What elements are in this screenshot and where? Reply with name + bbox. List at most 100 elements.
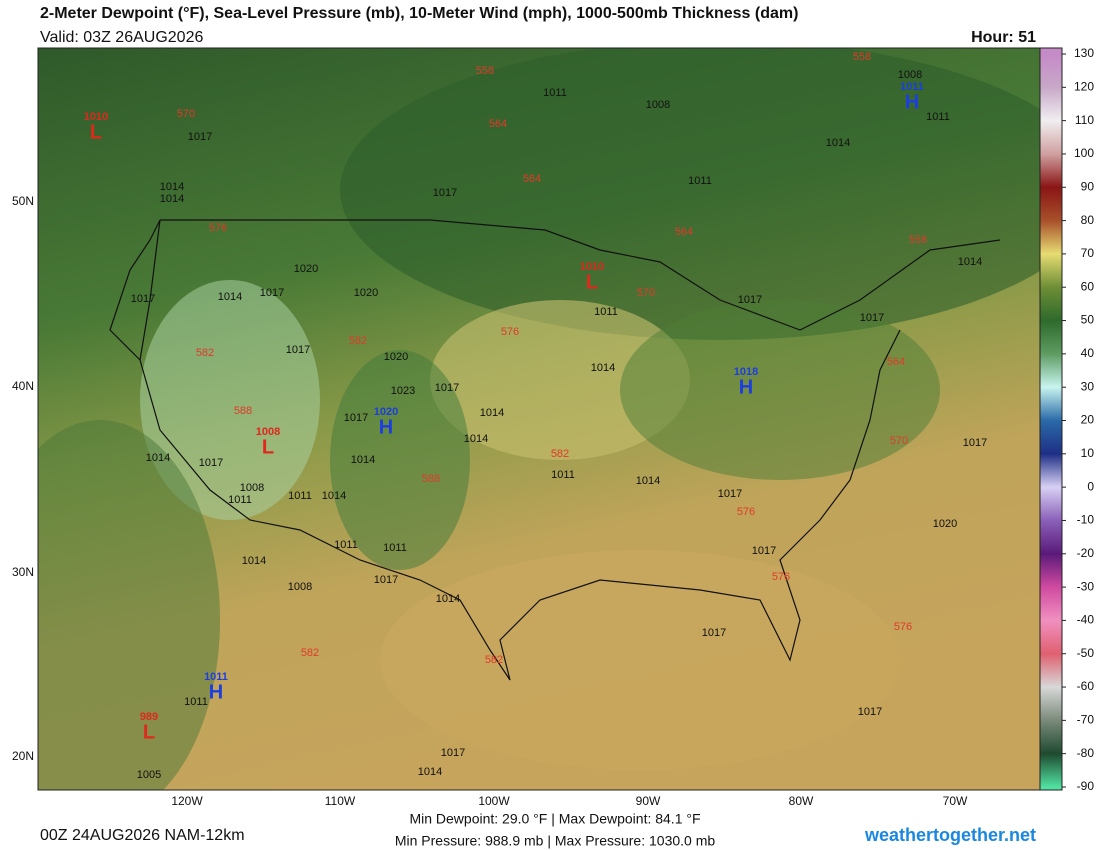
isobar-label: 1014: [242, 555, 266, 567]
isobar-label: 1011: [228, 494, 252, 506]
isobar-label: 1017: [702, 627, 726, 639]
pressure-center-value: 1010: [84, 111, 108, 123]
isobar-label: 1014: [218, 291, 242, 303]
isobar-label: 1008: [240, 482, 264, 494]
pressure-center: H: [379, 416, 393, 438]
isobar-label: 1020: [933, 518, 957, 530]
colorbar-label: -80: [1077, 746, 1095, 760]
isobar-label: 1014: [351, 454, 375, 466]
colorbar-label: 60: [1081, 279, 1095, 293]
lon-label: 110W: [325, 794, 356, 808]
border: [160, 219, 1001, 331]
isobar-label: 1014: [160, 181, 184, 193]
lon-label: 90W: [636, 794, 661, 808]
thickness-label: 558: [476, 65, 494, 77]
thickness-label: 576: [209, 222, 227, 234]
pressure-center-value: 1018: [734, 366, 758, 378]
colorbar-label: 90: [1081, 179, 1095, 193]
isobar-label: 1017: [344, 412, 368, 424]
thickness-label: 576: [772, 571, 790, 583]
lon-label: 120W: [171, 794, 203, 808]
isobar-label: 1017: [963, 437, 987, 449]
thickness-label: 564: [523, 173, 541, 185]
map: 1011100810081011101410111017101710141014…: [38, 48, 1040, 790]
thickness-label: 570: [637, 287, 655, 299]
pressure-center: H: [209, 681, 223, 703]
isobar-label: 1017: [718, 488, 742, 500]
lon-label: 100W: [478, 794, 510, 808]
isobar-label: 1011: [184, 696, 208, 708]
isobar-label: 1017: [738, 294, 762, 306]
thickness-label: 582: [196, 347, 214, 359]
isobar-label: 1005: [137, 769, 161, 781]
lon-label: 70W: [943, 794, 968, 808]
isobar-label: 1014: [480, 407, 504, 419]
pressure-center-value: 1011: [900, 81, 924, 93]
coastline: [139, 219, 901, 681]
isobar-label: 1014: [436, 593, 460, 605]
west-coast: [109, 219, 161, 361]
colorbar-label: -60: [1077, 679, 1095, 693]
site: weathertogether.net: [864, 825, 1036, 845]
thickness-label: 588: [422, 473, 440, 485]
isobar-label: 1017: [188, 131, 212, 143]
thickness-label: 582: [301, 647, 319, 659]
isobar-label: 1008: [288, 581, 312, 593]
thickness-label: 588: [234, 405, 252, 417]
colorbar-label: 120: [1074, 79, 1094, 93]
isobar-label: 1017: [441, 747, 465, 759]
pressure-center-value: 1020: [374, 406, 398, 418]
pressure-center: H: [739, 376, 753, 398]
isobar-label: 1008: [646, 99, 670, 111]
pacific: [38, 420, 220, 790]
isobar-label: 1017: [752, 545, 776, 557]
pressure-center-value: 1008: [256, 426, 280, 438]
isobar-label: 1011: [551, 469, 575, 481]
isobar-label: 1011: [288, 490, 312, 502]
pressure-center: H: [905, 91, 919, 113]
plains-dry: [430, 300, 690, 460]
lat-label: 30N: [12, 565, 34, 579]
pressure-center: L: [143, 721, 155, 743]
isobar-label: 1017: [435, 382, 459, 394]
rockies: [330, 350, 470, 570]
canada-moisture: [340, 48, 1040, 340]
gulf: [380, 550, 900, 770]
isobar-label: 1017: [860, 312, 884, 324]
isobar-label: 1023: [391, 385, 415, 397]
pressure-center-value: 1011: [204, 671, 228, 683]
thickness-label: 570: [890, 435, 908, 447]
pressure-center: L: [262, 436, 274, 458]
dewpoint-stats: Min Dewpoint: 29.0 °F | Max Dewpoint: 84…: [409, 811, 700, 827]
thickness-label: 582: [551, 448, 569, 460]
colorbar-label: 50: [1081, 313, 1095, 327]
thickness-label: 576: [737, 506, 755, 518]
colorbar-label: 70: [1081, 246, 1095, 260]
isobar-label: 1011: [688, 175, 712, 187]
east-moist: [620, 300, 940, 480]
isobar-label: 1014: [146, 452, 170, 464]
isobar-label: 1011: [334, 539, 358, 551]
thickness-label: 582: [485, 654, 503, 666]
isobar-label: 1011: [383, 542, 407, 554]
isobar-label: 1017: [858, 706, 882, 718]
pressure-stats: Min Pressure: 988.9 mb | Max Pressure: 1…: [395, 833, 716, 849]
isobar-label: 1017: [374, 574, 398, 586]
lat-label: 40N: [12, 379, 34, 393]
colorbar-label: 130: [1074, 46, 1094, 60]
colorbar-label: -10: [1077, 513, 1095, 527]
isobar-label: 1014: [464, 433, 488, 445]
colorbar-label: 0: [1087, 479, 1094, 493]
pressure-center: L: [90, 121, 102, 143]
isobar-label: 1014: [591, 362, 615, 374]
colorbar-label: 100: [1074, 146, 1094, 160]
lon-label: 80W: [789, 794, 814, 808]
pressure-center-value: 1010: [580, 261, 604, 273]
isobar-label: 1020: [294, 263, 318, 275]
isobar-label: 1011: [926, 111, 950, 123]
colorbar-label: 80: [1081, 213, 1095, 227]
title: 2-Meter Dewpoint (°F), Sea-Level Pressur…: [40, 5, 798, 22]
isobar-label: 1020: [354, 287, 378, 299]
isobar-label: 1011: [543, 87, 567, 99]
thickness-label: 564: [675, 226, 693, 238]
